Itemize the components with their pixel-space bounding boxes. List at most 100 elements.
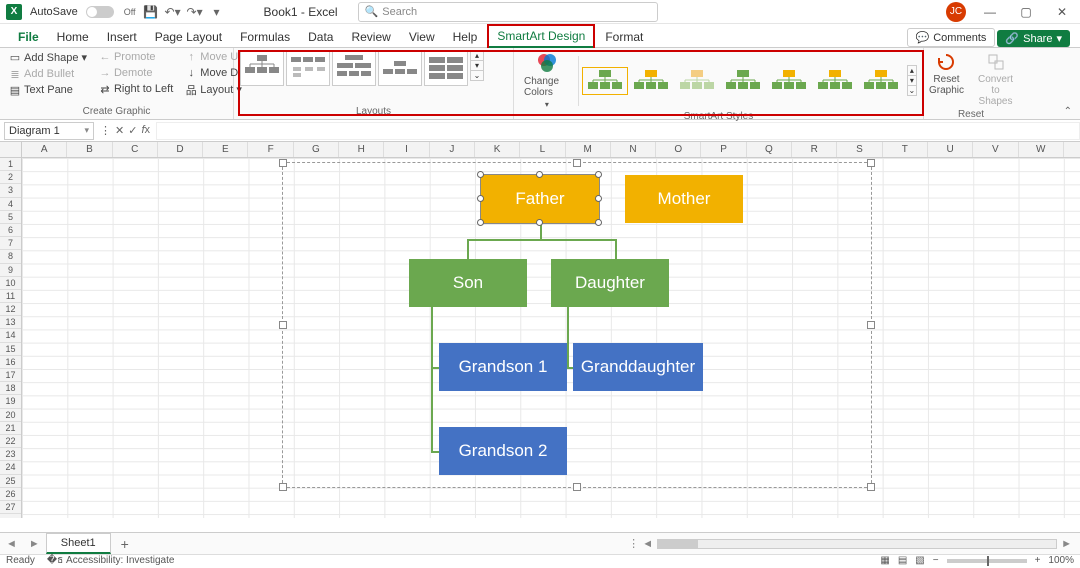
column-header[interactable]: T [883, 142, 928, 157]
row-header[interactable]: 6 [0, 224, 21, 237]
row-header[interactable]: 20 [0, 409, 21, 422]
resize-handle[interactable] [573, 159, 581, 167]
right-to-left-button[interactable]: ⇄Right to Left [96, 82, 176, 96]
node-mother[interactable]: Mother [625, 175, 743, 223]
tab-page-layout[interactable]: Page Layout [147, 27, 230, 47]
column-header[interactable]: E [203, 142, 248, 157]
style-option-2[interactable] [629, 68, 673, 94]
column-header[interactable]: U [928, 142, 973, 157]
node-gs2[interactable]: Grandson 2 [439, 427, 567, 475]
layout-option-3[interactable] [332, 50, 376, 86]
zoom-in-icon[interactable]: + [1035, 555, 1041, 566]
node-father[interactable]: Father [481, 175, 599, 223]
select-all-corner[interactable] [0, 142, 22, 157]
column-header[interactable]: D [158, 142, 203, 157]
view-normal-icon[interactable]: ▦ [880, 555, 889, 566]
row-header[interactable]: 3 [0, 184, 21, 197]
column-header[interactable]: B [67, 142, 112, 157]
cells[interactable]: FatherMotherSonDaughterGrandson 1Grandda… [22, 158, 1080, 518]
tab-view[interactable]: View [401, 27, 443, 47]
view-page-icon[interactable]: ▤ [898, 555, 907, 566]
column-header[interactable]: W [1019, 142, 1064, 157]
add-bullet-button[interactable]: ≣Add Bullet [6, 67, 90, 81]
node-daughter[interactable]: Daughter [551, 259, 669, 307]
row-header[interactable]: 9 [0, 264, 21, 277]
save-icon[interactable]: 💾 [144, 5, 158, 19]
column-header[interactable]: C [113, 142, 158, 157]
sheet-nav-next[interactable]: ► [23, 538, 46, 550]
column-header[interactable]: J [430, 142, 475, 157]
horizontal-scrollbar[interactable]: ⋮ ◄ ► [139, 537, 1080, 550]
node-handle[interactable] [595, 171, 602, 178]
layouts-scroll[interactable]: ▴▾⌄ [470, 50, 484, 81]
node-handle[interactable] [477, 171, 484, 178]
style-option-1[interactable] [583, 68, 627, 94]
add-shape-button[interactable]: ▭Add Shape ▾ [6, 50, 90, 65]
add-sheet-button[interactable]: + [111, 536, 139, 552]
style-option-3[interactable] [675, 68, 719, 94]
close-button[interactable]: ✕ [1050, 2, 1074, 22]
row-header[interactable]: 11 [0, 290, 21, 303]
tab-help[interactable]: Help [445, 27, 486, 47]
convert-button[interactable]: Convertto Shapes [974, 50, 1017, 109]
share-button[interactable]: 🔗 Share ▾ [997, 30, 1070, 47]
enter-icon[interactable]: ✓ [128, 124, 137, 137]
column-header[interactable]: H [339, 142, 384, 157]
column-header[interactable]: F [248, 142, 293, 157]
name-box[interactable]: Diagram 1▾ [4, 122, 94, 140]
row-header[interactable]: 18 [0, 382, 21, 395]
layout-option-5[interactable] [424, 50, 468, 86]
minimize-button[interactable]: — [978, 2, 1002, 22]
promote-button[interactable]: ←Promote [96, 50, 176, 64]
row-header[interactable]: 15 [0, 343, 21, 356]
comments-button[interactable]: 💬 Comments [907, 28, 996, 47]
cancel-icon[interactable]: ✕ [115, 124, 124, 137]
collapse-ribbon-icon[interactable]: ⌃ [1064, 106, 1072, 117]
style-option-4[interactable] [721, 68, 765, 94]
column-header[interactable]: S [837, 142, 882, 157]
tab-data[interactable]: Data [300, 27, 341, 47]
column-header[interactable]: Q [747, 142, 792, 157]
row-header[interactable]: 21 [0, 422, 21, 435]
tab-insert[interactable]: Insert [99, 27, 145, 47]
style-option-6[interactable] [813, 68, 857, 94]
row-header[interactable]: 23 [0, 448, 21, 461]
node-handle[interactable] [595, 195, 602, 202]
resize-handle[interactable] [573, 483, 581, 491]
row-header[interactable]: 14 [0, 329, 21, 342]
column-header[interactable]: A [22, 142, 67, 157]
layout-option-4[interactable] [378, 50, 422, 86]
row-header[interactable]: 26 [0, 488, 21, 501]
reset-graphic-button[interactable]: ResetGraphic [925, 50, 968, 98]
row-header[interactable]: 17 [0, 369, 21, 382]
tab-format[interactable]: Format [597, 27, 651, 47]
column-header[interactable]: O [656, 142, 701, 157]
column-header[interactable]: K [475, 142, 520, 157]
column-header[interactable]: V [973, 142, 1018, 157]
change-colors-button[interactable]: Change Colors▾ [520, 50, 574, 111]
resize-handle[interactable] [867, 159, 875, 167]
layout-option-2[interactable] [286, 50, 330, 86]
node-gd[interactable]: Granddaughter [573, 343, 703, 391]
zoom-out-icon[interactable]: − [933, 555, 939, 566]
tab-file[interactable]: File [10, 27, 47, 47]
column-header[interactable]: N [611, 142, 656, 157]
row-header[interactable]: 10 [0, 277, 21, 290]
row-header[interactable]: 24 [0, 461, 21, 474]
row-header[interactable]: 25 [0, 475, 21, 488]
node-handle[interactable] [536, 219, 543, 226]
qat-overflow-icon[interactable]: ▾ [210, 5, 224, 19]
sheet-nav-prev[interactable]: ◄ [0, 538, 23, 550]
row-header[interactable]: 8 [0, 250, 21, 263]
row-header[interactable]: 19 [0, 395, 21, 408]
row-header[interactable]: 1 [0, 158, 21, 171]
row-header[interactable]: 16 [0, 356, 21, 369]
autosave-toggle[interactable] [86, 6, 114, 18]
resize-handle[interactable] [867, 483, 875, 491]
zoom-slider[interactable] [947, 559, 1027, 563]
node-handle[interactable] [477, 219, 484, 226]
row-header[interactable]: 22 [0, 435, 21, 448]
node-handle[interactable] [595, 219, 602, 226]
resize-handle[interactable] [867, 321, 875, 329]
resize-handle[interactable] [279, 321, 287, 329]
